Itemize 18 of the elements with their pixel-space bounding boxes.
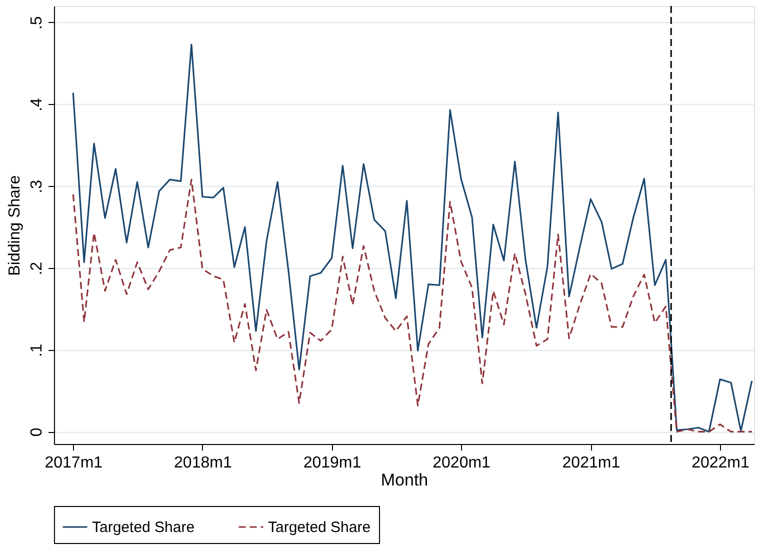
y-tick-label: .2 [28,262,46,276]
x-tick-label: 2021m1 [562,454,620,472]
line-series [72,44,753,433]
x-tick-label: 2018m1 [174,454,232,472]
y-tick-label: .1 [28,344,46,358]
x-axis-title: Month [380,470,428,490]
y-tick-label: .4 [28,98,46,112]
legend-label: Targeted Share [268,519,371,536]
y-tick-label: .3 [28,180,46,194]
x-tick-label: 2022m1 [692,454,750,472]
line-series [72,178,753,433]
legend-label: Targeted Share [92,519,195,536]
x-tick-label: 2020m1 [432,454,491,472]
y-axis-title: Bidding Share [6,175,24,276]
y-tick-label: .5 [28,16,46,30]
y-tick-label: 0 [28,428,46,437]
x-tick-label: 2017m1 [44,454,103,472]
x-tick-label: 2019m1 [303,454,362,472]
